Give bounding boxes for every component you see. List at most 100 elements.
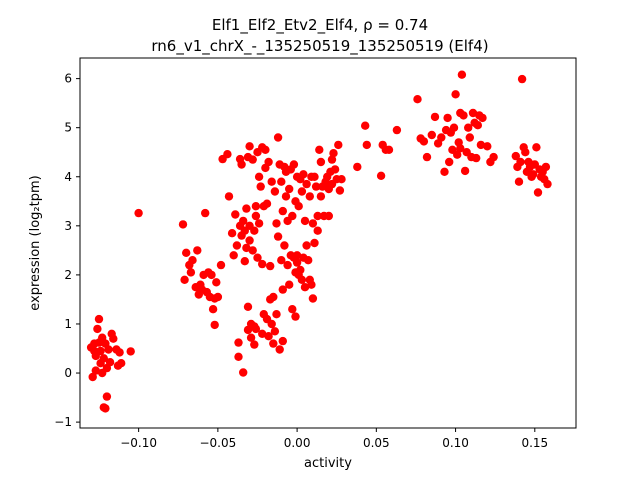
data-point xyxy=(289,160,299,169)
y-tick-label: 1 xyxy=(64,317,72,331)
x-tick-label: 0.05 xyxy=(363,436,390,450)
data-point xyxy=(178,220,188,229)
data-point xyxy=(361,121,370,130)
data-point xyxy=(422,152,432,162)
data-point xyxy=(443,113,452,123)
data-point xyxy=(261,145,270,154)
data-point xyxy=(234,352,243,361)
data-point xyxy=(464,123,473,132)
data-point xyxy=(251,324,261,334)
x-tick-label: 0.00 xyxy=(284,436,311,450)
data-point xyxy=(96,346,105,356)
data-point xyxy=(532,143,541,152)
y-tick-label: 3 xyxy=(64,219,72,233)
data-point xyxy=(186,268,196,277)
data-point xyxy=(456,144,465,153)
data-point xyxy=(307,280,316,289)
data-point xyxy=(468,108,478,118)
data-point xyxy=(229,251,238,260)
data-point xyxy=(243,302,253,311)
data-point xyxy=(285,280,294,289)
data-point xyxy=(207,270,216,280)
data-point xyxy=(242,243,251,253)
data-point xyxy=(227,229,237,238)
data-point xyxy=(310,238,319,248)
data-point xyxy=(88,372,97,382)
data-point xyxy=(267,177,276,186)
data-point xyxy=(117,359,126,368)
data-point xyxy=(180,275,189,284)
data-point xyxy=(242,204,251,213)
data-point xyxy=(419,137,429,146)
data-point xyxy=(297,275,307,284)
data-point xyxy=(269,339,278,348)
data-point xyxy=(254,172,264,181)
data-point xyxy=(277,256,286,265)
data-point xyxy=(250,340,259,349)
x-tick-label: 0.10 xyxy=(442,436,469,450)
data-point xyxy=(335,186,345,195)
data-point xyxy=(240,257,249,266)
data-point xyxy=(188,256,197,265)
data-point xyxy=(451,90,460,99)
data-point xyxy=(231,210,240,219)
data-point xyxy=(483,142,492,151)
y-tick-label: −1 xyxy=(54,415,72,429)
data-point xyxy=(533,188,543,197)
data-point xyxy=(316,192,326,201)
data-point xyxy=(224,192,234,201)
data-point xyxy=(313,211,322,221)
data-point xyxy=(239,216,248,226)
data-point xyxy=(237,160,246,169)
x-tick-label: −0.10 xyxy=(120,436,157,450)
data-point xyxy=(267,319,276,329)
data-point xyxy=(310,172,319,181)
data-point xyxy=(91,366,101,375)
data-point xyxy=(541,162,551,172)
data-point xyxy=(516,157,525,167)
data-point xyxy=(521,148,530,157)
data-point xyxy=(285,184,294,194)
data-point xyxy=(297,187,307,196)
data-point xyxy=(308,294,318,303)
y-tick-label: 5 xyxy=(64,121,72,135)
data-point xyxy=(254,219,264,228)
data-point xyxy=(445,157,454,167)
data-point xyxy=(440,167,449,176)
data-point xyxy=(392,125,402,135)
data-point xyxy=(262,199,272,208)
data-point xyxy=(101,404,110,413)
data-point xyxy=(234,338,243,347)
data-point xyxy=(329,149,338,158)
data-point xyxy=(316,157,326,167)
data-point xyxy=(245,142,254,151)
data-point xyxy=(362,140,371,150)
data-point xyxy=(327,155,337,164)
data-point xyxy=(302,241,311,250)
data-point xyxy=(529,170,538,179)
data-point xyxy=(212,278,221,287)
data-point xyxy=(413,95,422,104)
data-point xyxy=(489,152,498,162)
data-point xyxy=(269,292,278,302)
data-point xyxy=(216,260,226,270)
data-point xyxy=(460,166,470,176)
y-tick-label: 4 xyxy=(64,170,72,184)
data-point xyxy=(305,192,314,201)
data-point xyxy=(292,251,302,260)
data-point xyxy=(258,329,267,338)
data-point xyxy=(427,130,436,140)
y-tick-label: 6 xyxy=(64,72,72,86)
chart-title-line1: Elf1_Elf2_Etv2_Elf4, ρ = 0.74 xyxy=(212,16,428,35)
data-point xyxy=(245,236,254,245)
y-axis-ticks: −1 0 1 2 3 4 5 6 xyxy=(54,72,80,429)
x-axis-ticks: −0.10 −0.05 0.00 0.05 0.10 0.15 xyxy=(120,428,548,450)
data-point xyxy=(476,140,486,150)
data-point xyxy=(288,305,297,314)
data-point xyxy=(430,112,440,122)
y-axis-label: expression (log₂tpm) xyxy=(28,175,43,310)
data-point xyxy=(272,310,281,319)
data-point xyxy=(300,283,310,292)
